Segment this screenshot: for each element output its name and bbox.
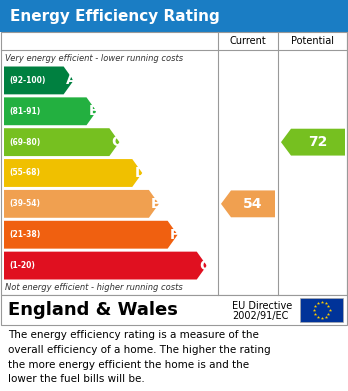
Polygon shape <box>4 66 74 94</box>
Bar <box>1 32 347 295</box>
Bar <box>0 0 348 32</box>
Text: Potential: Potential <box>291 36 334 46</box>
Text: 72: 72 <box>308 135 328 149</box>
Polygon shape <box>4 159 142 187</box>
Text: (69-80): (69-80) <box>9 138 40 147</box>
Text: (81-91): (81-91) <box>9 107 40 116</box>
Text: F: F <box>169 228 179 242</box>
Polygon shape <box>4 252 207 280</box>
Text: 2002/91/EC: 2002/91/EC <box>232 311 288 321</box>
Polygon shape <box>221 190 275 217</box>
Text: Not energy efficient - higher running costs: Not energy efficient - higher running co… <box>5 283 183 292</box>
Text: EU Directive: EU Directive <box>232 301 292 311</box>
Text: (1-20): (1-20) <box>9 261 35 270</box>
Text: Very energy efficient - lower running costs: Very energy efficient - lower running co… <box>5 54 183 63</box>
Text: (55-68): (55-68) <box>9 169 40 178</box>
Text: B: B <box>88 104 99 118</box>
Text: Current: Current <box>230 36 266 46</box>
Text: A: A <box>66 74 77 88</box>
Bar <box>300 298 343 322</box>
Polygon shape <box>281 129 345 156</box>
Text: England & Wales: England & Wales <box>8 301 178 319</box>
Bar <box>1 295 347 325</box>
Text: The energy efficiency rating is a measure of the
overall efficiency of a home. T: The energy efficiency rating is a measur… <box>8 330 271 384</box>
Text: E: E <box>151 197 160 211</box>
Text: 54: 54 <box>243 197 263 211</box>
Polygon shape <box>4 190 159 218</box>
Text: Energy Efficiency Rating: Energy Efficiency Rating <box>10 9 220 23</box>
Text: (39-54): (39-54) <box>9 199 40 208</box>
Polygon shape <box>4 97 96 125</box>
Text: (92-100): (92-100) <box>9 76 45 85</box>
Text: G: G <box>199 258 210 273</box>
Polygon shape <box>4 221 177 249</box>
Text: C: C <box>111 135 122 149</box>
Text: (21-38): (21-38) <box>9 230 40 239</box>
Text: D: D <box>134 166 146 180</box>
Polygon shape <box>4 128 119 156</box>
